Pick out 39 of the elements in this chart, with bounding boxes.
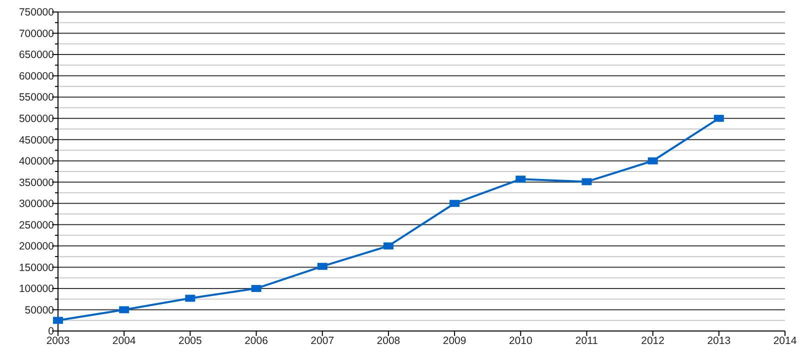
y-tick-label: 700000 — [18, 28, 54, 40]
point — [383, 242, 394, 250]
point — [648, 157, 658, 164]
y-tick-label: 300000 — [18, 198, 54, 210]
x-tick-label: 2011 — [575, 335, 598, 347]
y-tick-label: 350000 — [18, 176, 54, 189]
x-tick-label: 2014 — [773, 335, 797, 347]
y-tick-label: 400000 — [18, 156, 54, 168]
point — [516, 176, 526, 183]
y-tick-label: 50000 — [24, 304, 54, 316]
point — [582, 178, 592, 186]
y-tick-label: 100000 — [18, 283, 54, 296]
y-tick-label: 450000 — [18, 134, 54, 146]
point — [185, 294, 196, 302]
y-tick-label: 200000 — [18, 240, 54, 253]
point — [251, 284, 262, 292]
x-tick-label: 2007 — [310, 335, 334, 347]
y-tick-label: 650000 — [18, 49, 54, 62]
x-tick-label: 2013 — [707, 335, 731, 347]
point — [317, 262, 328, 270]
y-tick-label: 0 — [48, 326, 54, 338]
y-tick-label: 600000 — [18, 70, 54, 82]
x-tick-label: 2003 — [46, 335, 70, 347]
y-tick-label: 550000 — [18, 92, 54, 104]
x-tick-label: 2006 — [244, 335, 268, 347]
y-tick-label: 150000 — [18, 262, 54, 274]
x-tick-label: 2005 — [178, 335, 202, 347]
point — [119, 306, 130, 314]
x-tick-label: 2008 — [376, 335, 400, 347]
x-tick-label: 2009 — [442, 335, 466, 347]
point — [53, 316, 63, 324]
y-tick-label: 250000 — [18, 219, 54, 232]
x-tick-label: 2012 — [641, 335, 665, 347]
point — [450, 200, 460, 207]
point — [714, 114, 724, 122]
y-tick-label: 500000 — [18, 113, 54, 126]
y-tick-label: 750000 — [18, 6, 54, 19]
x-tick-label: 2010 — [508, 335, 532, 347]
x-tick-label: 2004 — [112, 335, 136, 347]
